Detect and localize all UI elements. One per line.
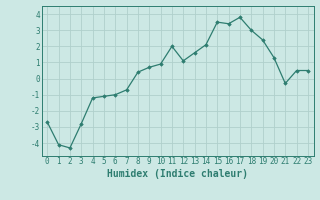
X-axis label: Humidex (Indice chaleur): Humidex (Indice chaleur) <box>107 169 248 179</box>
